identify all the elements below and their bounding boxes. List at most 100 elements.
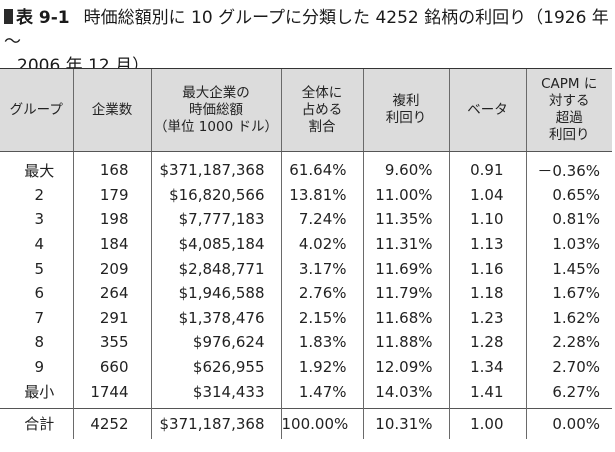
table-number: 表 9-1 <box>16 8 70 28</box>
cell-return: 11.00% <box>362 182 449 208</box>
cell-max-cap: $626,955 <box>150 354 281 380</box>
cell-excess: 1.45% <box>525 256 612 281</box>
cell-share: 61.64% <box>280 151 363 183</box>
header-capm-excess: CAPM に 対する 超過 利回り <box>525 69 612 152</box>
total-row: 合計 4252 $371,187,368 100.00% 10.31% 1.00… <box>0 407 612 439</box>
total-count: 4252 <box>72 407 151 439</box>
table-row: 4 184 $4,085,184 4.02% 11.31% 1.13 1.03% <box>0 231 612 257</box>
cell-group: 最大 <box>24 161 55 180</box>
cell-beta: 1.23 <box>448 305 526 331</box>
cell-max-cap: $314,433 <box>150 379 281 409</box>
table-row: 8 355 $976,624 1.83% 11.88% 1.28 2.28% <box>0 330 612 355</box>
cell-share: 1.83% <box>280 330 363 355</box>
cell-group: 2 <box>34 185 45 204</box>
table-header: グループ 企業数 最大企業の 時価総額 （単位 1000 ドル） 全体に 占める… <box>0 69 612 152</box>
cell-return: 11.35% <box>362 207 449 232</box>
cell-excess: 0.65% <box>525 182 612 208</box>
data-table-container: グループ 企業数 最大企業の 時価総額 （単位 1000 ドル） 全体に 占める… <box>0 68 612 439</box>
cell-share: 2.15% <box>280 305 363 331</box>
cell-count: 660 <box>72 354 151 380</box>
table-row: 6 264 $1,946,588 2.76% 11.79% 1.18 1.67% <box>0 280 612 306</box>
header-share: 全体に 占める 割合 <box>280 69 363 152</box>
cell-max-cap: $1,946,588 <box>150 280 281 306</box>
cell-count: 291 <box>72 305 151 331</box>
total-return: 10.31% <box>362 407 449 439</box>
total-group: 合計 <box>0 407 73 439</box>
cell-excess: 6.27% <box>525 379 612 409</box>
table-row: 最大 168 $371,187,368 61.64% 9.60% 0.91 －0… <box>0 151 612 183</box>
cell-share: 1.92% <box>280 354 363 380</box>
cell-count: 1744 <box>72 379 151 409</box>
cell-beta: 1.13 <box>448 231 526 257</box>
cell-excess: 1.67% <box>525 280 612 306</box>
returns-table: グループ 企業数 最大企業の 時価総額 （単位 1000 ドル） 全体に 占める… <box>0 69 612 439</box>
cell-group: 最小 <box>24 383 55 402</box>
table-title-line1: 時価総額別に 10 グループに分類した 4252 銘柄の利回り（1926 年～ <box>4 8 609 52</box>
cell-max-cap: $1,378,476 <box>150 305 281 331</box>
cell-share: 3.17% <box>280 256 363 281</box>
cell-return: 9.60% <box>362 151 449 183</box>
cell-share: 4.02% <box>280 231 363 257</box>
cell-share: 2.76% <box>280 280 363 306</box>
table-body: 最大 168 $371,187,368 61.64% 9.60% 0.91 －0… <box>0 151 612 409</box>
cell-beta: 1.04 <box>448 182 526 208</box>
cell-max-cap: $371,187,368 <box>150 151 281 183</box>
cell-beta: 1.41 <box>448 379 526 409</box>
cell-group: 8 <box>34 333 45 352</box>
header-row: グループ 企業数 最大企業の 時価総額 （単位 1000 ドル） 全体に 占める… <box>0 69 612 152</box>
table-row: 最小 1744 $314,433 1.47% 14.03% 1.41 6.27% <box>0 379 612 409</box>
table-row: 7 291 $1,378,476 2.15% 11.68% 1.23 1.62% <box>0 305 612 331</box>
cell-return: 11.68% <box>362 305 449 331</box>
cell-share: 1.47% <box>280 379 363 409</box>
cell-excess: －0.36% <box>525 151 612 183</box>
cell-max-cap: $16,820,566 <box>150 182 281 208</box>
total-excess: 0.00% <box>525 407 612 439</box>
table-row: 9 660 $626,955 1.92% 12.09% 1.34 2.70% <box>0 354 612 380</box>
cell-group: 7 <box>34 308 45 327</box>
cell-max-cap: $7,777,183 <box>150 207 281 232</box>
cell-max-cap: $976,624 <box>150 330 281 355</box>
cell-group: 3 <box>34 210 45 229</box>
cell-excess: 2.28% <box>525 330 612 355</box>
cell-excess: 1.62% <box>525 305 612 331</box>
cell-return: 11.69% <box>362 256 449 281</box>
cell-count: 209 <box>72 256 151 281</box>
cell-excess: 1.03% <box>525 231 612 257</box>
caption-marker-icon <box>4 9 13 24</box>
header-beta: ベータ <box>448 69 526 152</box>
cell-max-cap: $2,848,771 <box>150 256 281 281</box>
cell-group: 6 <box>34 284 45 303</box>
cell-group: 5 <box>34 259 45 278</box>
cell-beta: 1.34 <box>448 354 526 380</box>
cell-excess: 0.81% <box>525 207 612 232</box>
cell-count: 168 <box>72 151 151 183</box>
cell-count: 264 <box>72 280 151 306</box>
cell-excess: 2.70% <box>525 354 612 380</box>
header-max-cap: 最大企業の 時価総額 （単位 1000 ドル） <box>150 69 281 152</box>
header-count: 企業数 <box>72 69 151 152</box>
table-row: 2 179 $16,820,566 13.81% 11.00% 1.04 0.6… <box>0 182 612 208</box>
header-compound-return: 複利 利回り <box>362 69 449 152</box>
header-group: グループ <box>0 69 73 152</box>
cell-beta: 1.16 <box>448 256 526 281</box>
cell-count: 198 <box>72 207 151 232</box>
total-max-cap: $371,187,368 <box>150 407 281 439</box>
cell-beta: 1.28 <box>448 330 526 355</box>
cell-group: 4 <box>34 235 45 254</box>
cell-max-cap: $4,085,184 <box>150 231 281 257</box>
table-footer: 合計 4252 $371,187,368 100.00% 10.31% 1.00… <box>0 407 612 439</box>
table-row: 5 209 $2,848,771 3.17% 11.69% 1.16 1.45% <box>0 256 612 281</box>
table-row: 3 198 $7,777,183 7.24% 11.35% 1.10 0.81% <box>0 207 612 232</box>
total-share: 100.00% <box>280 407 363 439</box>
cell-count: 179 <box>72 182 151 208</box>
cell-group: 9 <box>34 358 45 377</box>
cell-share: 13.81% <box>280 182 363 208</box>
cell-return: 11.79% <box>362 280 449 306</box>
cell-beta: 1.18 <box>448 280 526 306</box>
cell-count: 355 <box>72 330 151 355</box>
cell-beta: 1.10 <box>448 207 526 232</box>
cell-share: 7.24% <box>280 207 363 232</box>
cell-return: 11.88% <box>362 330 449 355</box>
cell-beta: 0.91 <box>448 151 526 183</box>
cell-count: 184 <box>72 231 151 257</box>
